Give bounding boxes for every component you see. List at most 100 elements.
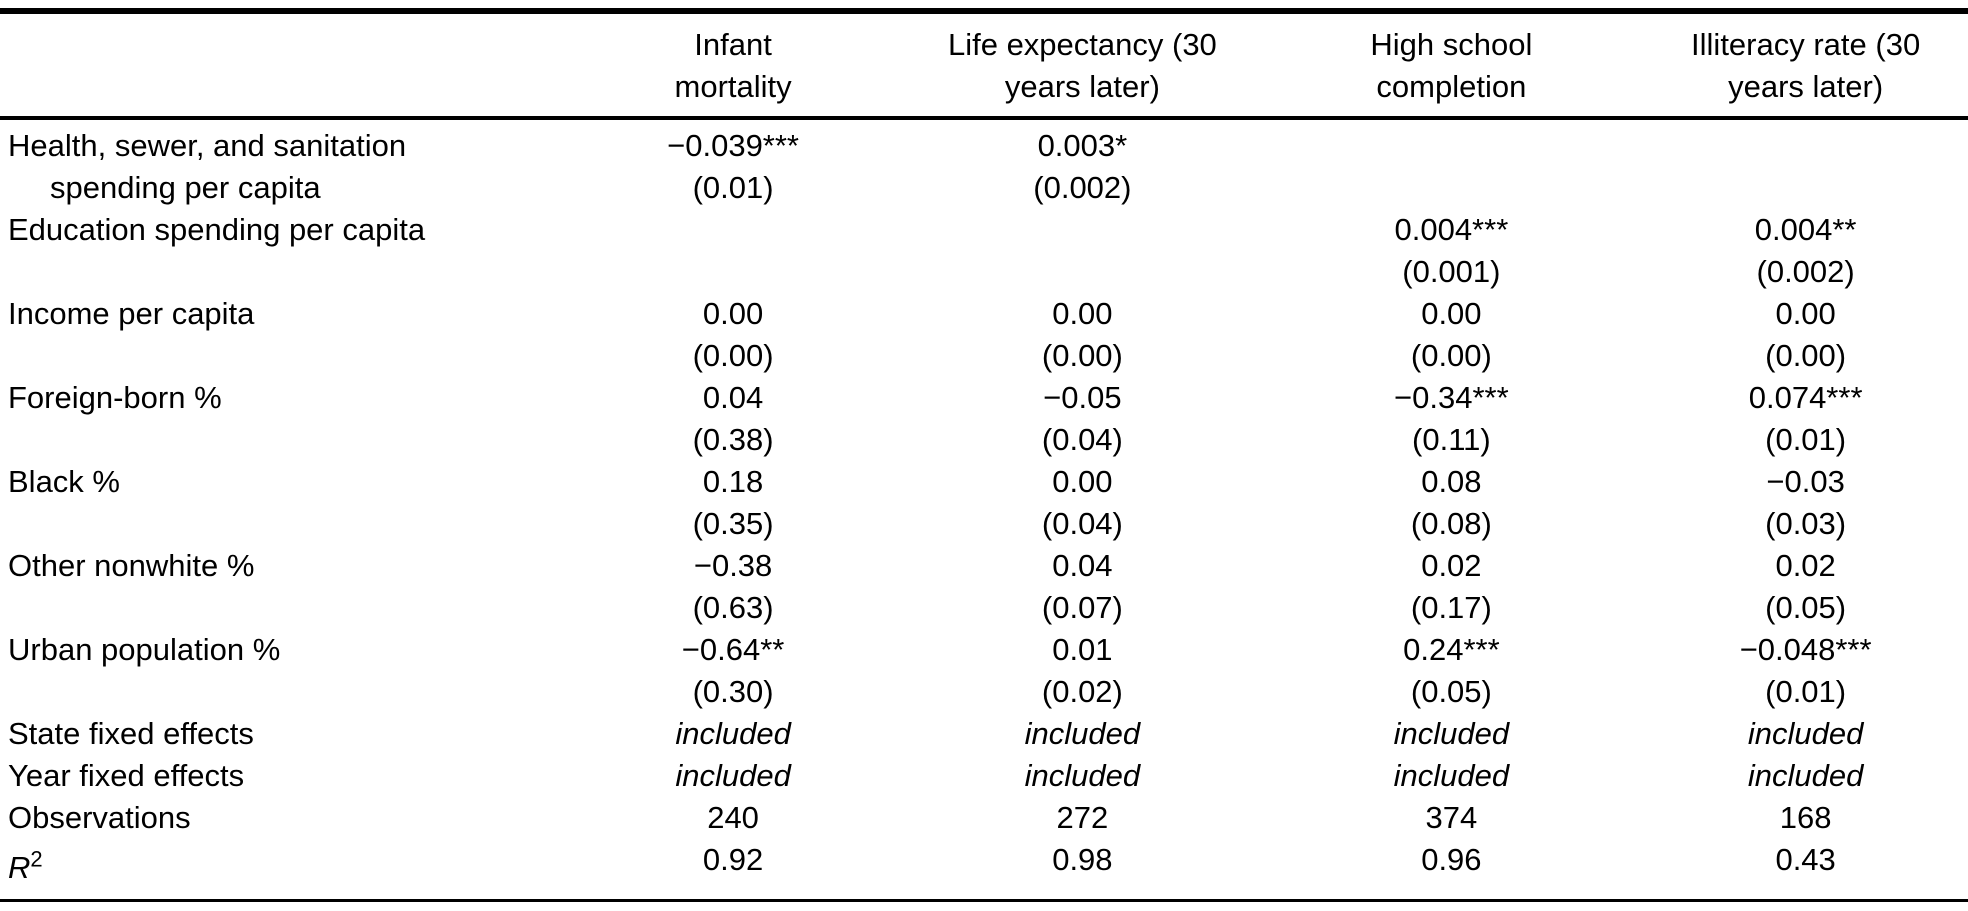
summary-value: included — [1747, 758, 1864, 793]
coefficient-cell: 0.00 (0.00) — [905, 293, 1259, 377]
estimate: −0.38 — [693, 548, 773, 583]
estimate: 0.18 — [702, 464, 764, 499]
coefficient-cell: 0.00 (0.04) — [905, 461, 1259, 545]
estimate: 0.00 — [1052, 464, 1113, 499]
header-line: High school — [1370, 27, 1533, 62]
coefficient-cell: −0.03 (0.03) — [1643, 461, 1968, 545]
header-line: years later) — [1004, 69, 1160, 104]
estimate: 0.003* — [1037, 128, 1128, 163]
coefficient-cell: 0.24*** (0.05) — [1260, 629, 1644, 713]
std-error: (0.00) — [1765, 338, 1847, 373]
row-label: Black % — [0, 461, 561, 545]
table-header: Infant mortality Life expectancy (30 yea… — [0, 11, 1968, 120]
std-error: (0.11) — [1412, 422, 1491, 457]
row-label: Income per capita — [0, 293, 561, 377]
row-label-line1: Education spending per capita — [8, 212, 426, 247]
row-label: R2 — [0, 839, 561, 901]
row-health-sewer-sanitation: Health, sewer, and sanitation spending p… — [0, 118, 1968, 209]
summary-value: 374 — [1425, 800, 1478, 835]
header-line: completion — [1376, 69, 1527, 104]
row-urban-population: Urban population % −0.64** (0.30) 0.01 (… — [0, 629, 1968, 713]
row-label-line2: spending per capita — [50, 170, 321, 205]
row-label-line1: Income per capita — [8, 296, 255, 331]
summary-value: 0.43 — [1775, 842, 1836, 877]
row-label-line1: Other nonwhite % — [8, 548, 255, 583]
estimate: 0.24*** — [1403, 632, 1500, 667]
coefficient-cell: 0.00 (0.00) — [561, 293, 905, 377]
std-error: (0.00) — [1041, 338, 1123, 373]
coefficient-cell: 0.08 (0.08) — [1260, 461, 1644, 545]
coefficient-cell — [1643, 118, 1968, 209]
row-label: Other nonwhite % — [0, 545, 561, 629]
summary-value: included — [1747, 716, 1864, 751]
estimate: 0.04 — [702, 380, 764, 415]
row-label-line1: Health, sewer, and sanitation — [8, 128, 407, 163]
row-black: Black % 0.18 (0.35) 0.00 (0.04) 0.08 (0.… — [0, 461, 1968, 545]
estimate: 0.00 — [1775, 296, 1836, 331]
row-label: Education spending per capita — [0, 209, 561, 293]
std-error: (0.17) — [1410, 590, 1492, 625]
coefficient-cell: 0.04 (0.38) — [561, 377, 905, 461]
estimate: −0.039*** — [667, 128, 799, 163]
estimate: 0.00 — [702, 296, 764, 331]
row-label: Health, sewer, and sanitation spending p… — [0, 118, 561, 209]
summary-value: included — [1024, 758, 1141, 793]
summary-value: 0.92 — [702, 842, 764, 877]
row-label-line1: Foreign-born % — [8, 380, 222, 415]
estimate: 0.074*** — [1748, 380, 1863, 415]
std-error: (0.05) — [1765, 590, 1847, 625]
header-high-school-completion: High school completion — [1259, 11, 1644, 120]
estimate: 0.01 — [1052, 632, 1113, 667]
header-life-expectancy: Life expectancy (30 years later) — [905, 11, 1260, 120]
row-state-fixed-effects: State fixed effects included included in… — [0, 713, 1968, 755]
coefficient-cell: 0.02 (0.17) — [1260, 545, 1644, 629]
estimate: 0.04 — [1052, 548, 1113, 583]
row-year-fixed-effects: Year fixed effects included included inc… — [0, 755, 1968, 797]
coefficient-cell: 0.18 (0.35) — [561, 461, 905, 545]
estimate: 0.02 — [1775, 548, 1836, 583]
std-error: (0.01) — [692, 170, 774, 205]
r-squared-exponent: 2 — [30, 847, 43, 872]
std-error: (0.02) — [1041, 674, 1123, 709]
summary-value: included — [675, 716, 791, 751]
coefficient-cell: 0.04 (0.07) — [905, 545, 1259, 629]
coefficient-cell: −0.38 (0.63) — [561, 545, 905, 629]
header-illiteracy-rate: Illiteracy rate (30 years later) — [1643, 11, 1968, 120]
coefficient-cell: 0.02 (0.05) — [1643, 545, 1968, 629]
coefficient-cell: 0.004*** (0.001) — [1260, 209, 1644, 293]
estimate: −0.048*** — [1739, 632, 1872, 667]
row-label: Foreign-born % — [0, 377, 561, 461]
coefficient-cell: 0.074*** (0.01) — [1643, 377, 1968, 461]
row-label-line1: Black % — [8, 464, 120, 499]
std-error: (0.63) — [692, 590, 774, 625]
coefficient-cell: −0.05 (0.04) — [905, 377, 1259, 461]
std-error: (0.05) — [1410, 674, 1492, 709]
row-foreign-born: Foreign-born % 0.04 (0.38) −0.05 (0.04) … — [0, 377, 1968, 461]
coefficient-cell: −0.34*** (0.11) — [1260, 377, 1644, 461]
summary-value: included — [1393, 758, 1510, 793]
coefficient-cell: −0.039*** (0.01) — [561, 118, 905, 209]
coefficient-cell — [1260, 118, 1644, 209]
estimate: −0.03 — [1766, 464, 1845, 499]
estimate: 0.004** — [1754, 212, 1857, 247]
row-label-line1: Urban population % — [8, 632, 281, 667]
std-error: (0.08) — [1410, 506, 1492, 541]
coefficient-cell: 0.01 (0.02) — [905, 629, 1259, 713]
summary-value: included — [675, 758, 791, 793]
table-body: Health, sewer, and sanitation spending p… — [0, 118, 1968, 901]
row-income-per-capita: Income per capita 0.00 (0.00) 0.00 (0.00… — [0, 293, 1968, 377]
row-label: Year fixed effects — [8, 758, 245, 793]
std-error: (0.002) — [1033, 170, 1132, 205]
coefficient-cell: 0.004** (0.002) — [1643, 209, 1968, 293]
header-line: years later) — [1728, 69, 1884, 104]
header-infant-mortality: Infant mortality — [560, 11, 906, 120]
estimate: 0.004*** — [1394, 212, 1509, 247]
std-error: (0.00) — [1410, 338, 1492, 373]
std-error: (0.002) — [1756, 254, 1855, 289]
summary-value: included — [1393, 716, 1510, 751]
estimate: −0.34*** — [1394, 380, 1509, 415]
std-error: (0.001) — [1402, 254, 1501, 289]
coefficient-cell — [905, 209, 1259, 293]
estimate: 0.00 — [1052, 296, 1113, 331]
estimate: 0.02 — [1421, 548, 1482, 583]
